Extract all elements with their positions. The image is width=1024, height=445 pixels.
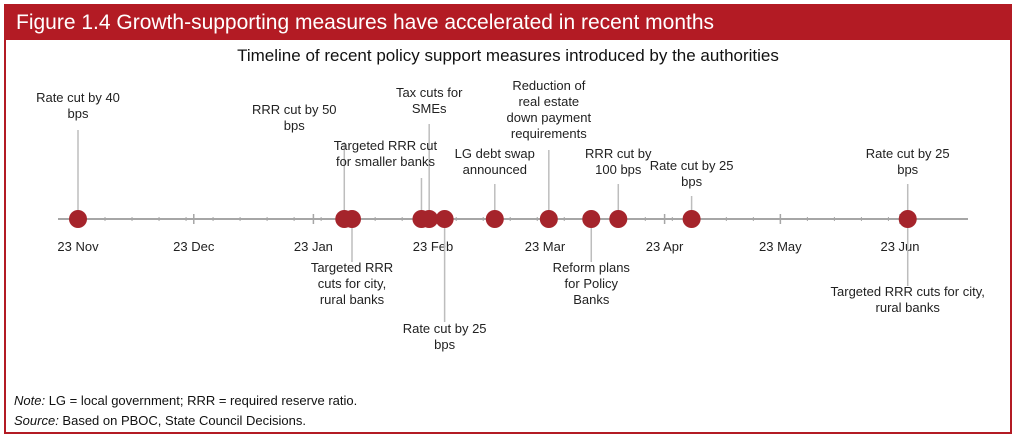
event-label: RRR cut by 50 bps <box>252 102 337 133</box>
note-line: Note: LG = local government; RRR = requi… <box>14 393 357 408</box>
axis-tick-label: 23 Mar <box>525 239 566 254</box>
axis-tick-label: 23 Apr <box>646 239 684 254</box>
event-marker <box>582 210 601 228</box>
event-marker <box>682 210 701 228</box>
note-text: LG = local government; RRR = required re… <box>45 393 358 408</box>
event-label: Reform plans for Policy Banks <box>553 260 631 307</box>
event-marker <box>539 210 558 228</box>
event-label: Rate cut by 25 bps <box>866 146 950 177</box>
source-text: Based on PBOC, State Council Decisions. <box>58 413 306 428</box>
event-label: Rate cut by 25 bps <box>650 158 734 189</box>
axis-tick-label: 23 May <box>759 239 802 254</box>
event-label: RRR cut by 100 bps <box>585 146 652 177</box>
figure-banner: Figure 1.4 Growth-supporting measures ha… <box>6 6 1010 40</box>
event-label: Targeted RRR cuts for city, rural banks <box>831 284 985 315</box>
event-label: Targeted RRR cut for smaller banks <box>334 138 438 169</box>
event-marker <box>898 210 917 228</box>
note-label: Note: <box>14 393 46 408</box>
event-label: Rate cut by 25 bps <box>403 321 487 352</box>
event-marker <box>609 210 628 228</box>
event-marker <box>485 210 504 228</box>
axis-tick-label: 23 Jun <box>880 239 919 254</box>
source-line: Source: Based on PBOC, State Council Dec… <box>14 413 306 428</box>
event-label: LG debt swap announced <box>455 146 535 177</box>
event-marker <box>420 210 439 228</box>
event-marker <box>435 210 454 228</box>
axis-tick-label: 23 Nov <box>57 239 99 254</box>
event-marker <box>69 210 87 228</box>
source-label: Source: <box>14 413 59 428</box>
event-label: Targeted RRR cuts for city, rural banks <box>311 260 393 307</box>
axis-tick-label: 23 Feb <box>413 239 453 254</box>
event-marker <box>343 210 361 228</box>
axis-tick-label: 23 Dec <box>173 239 215 254</box>
axis-tick-label: 23 Jan <box>294 239 333 254</box>
event-label: Reduction of real estate down payment requi… <box>507 78 592 141</box>
event-label: Tax cuts for SMEs <box>396 85 463 116</box>
chart-title: Timeline of recent policy support measur… <box>237 46 779 65</box>
event-label: Rate cut by 40 bps <box>36 90 120 121</box>
